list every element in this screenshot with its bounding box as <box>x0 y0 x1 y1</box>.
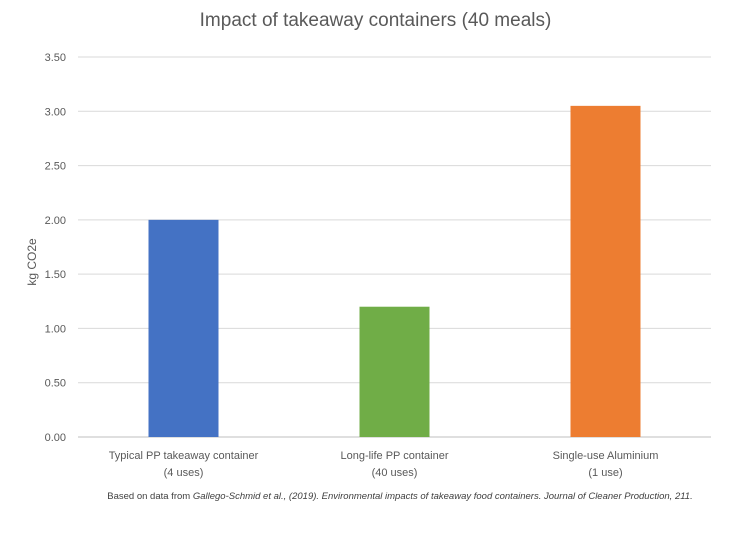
source-prefix: Based on data from <box>107 491 193 502</box>
bar <box>359 306 430 437</box>
x-category-label: Typical PP takeaway container <box>109 450 259 462</box>
y-tick-label: 2.00 <box>45 215 66 227</box>
bar <box>570 105 641 437</box>
y-tick-label: 2.50 <box>45 161 66 173</box>
y-tick-label: 0.00 <box>45 432 66 444</box>
x-category-label: Long-life PP container <box>340 450 448 462</box>
source-citation: Gallego-Schmid et al., (2019). Environme… <box>192 491 693 502</box>
y-axis-title: kg CO2e <box>25 238 39 286</box>
y-tick-label: 3.00 <box>45 106 66 118</box>
y-tick-label: 1.50 <box>45 269 66 281</box>
x-category-sublabel: (1 use) <box>588 467 622 479</box>
bars <box>148 105 641 437</box>
y-axis-ticks: 0.00 0.50 1.00 1.50 2.00 2.50 3.00 3.50 <box>45 52 66 444</box>
bar <box>148 219 219 437</box>
x-category-sublabel: (40 uses) <box>372 467 418 479</box>
y-tick-label: 0.50 <box>45 378 66 390</box>
x-axis-labels: Typical PP takeaway container (4 uses) Lon… <box>109 450 659 479</box>
y-tick-label: 1.00 <box>45 323 66 335</box>
x-category-label: Single-use Aluminium <box>553 450 659 462</box>
x-category-sublabel: (4 uses) <box>164 467 204 479</box>
source-note: Based on data from Gallego-Schmid et al.… <box>100 491 700 503</box>
y-tick-label: 3.50 <box>45 52 66 64</box>
chart-title: Impact of takeaway containers (40 meals) <box>199 10 552 31</box>
